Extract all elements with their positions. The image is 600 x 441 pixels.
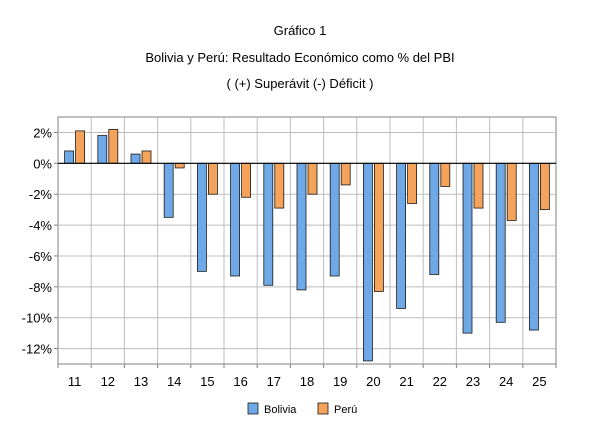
y-tick-label: 0%	[33, 156, 52, 171]
bar-per-23	[473, 162, 484, 209]
x-tick-label: 14	[167, 374, 181, 389]
x-tick-label: 15	[200, 374, 214, 389]
x-tick-label: 13	[134, 374, 148, 389]
bar-bolivia-12	[97, 135, 108, 164]
legend-label: Bolivia	[264, 404, 297, 416]
bar-per-15	[207, 162, 218, 195]
bar-per-17	[274, 162, 285, 209]
y-tick-label: -12%	[22, 342, 53, 357]
bar-bolivia-14	[163, 162, 174, 218]
bar-bolivia-11	[64, 150, 74, 164]
bar-per-14	[174, 162, 185, 169]
bar-per-13	[141, 150, 152, 164]
bar-per-18	[307, 162, 318, 195]
x-tick-label: 21	[399, 374, 413, 389]
bar-per-25	[540, 162, 550, 211]
bar-per-20	[373, 162, 384, 292]
y-tick-label: -4%	[29, 218, 53, 233]
x-tick-label: 16	[233, 374, 247, 389]
x-tick-label: 12	[101, 374, 115, 389]
bar-per-22	[440, 162, 451, 187]
legend-swatch-per	[317, 402, 329, 415]
bar-bolivia-24	[495, 162, 506, 323]
y-tick-label: -6%	[29, 249, 53, 264]
x-tick-label: 20	[366, 374, 380, 389]
x-tick-label: 19	[333, 374, 347, 389]
chart-subtitle: Bolivia y Perú: Resultado Económico como…	[145, 50, 455, 65]
legend-label: Perú	[334, 404, 357, 416]
legend-swatch-bolivia	[247, 402, 259, 415]
bar-per-24	[506, 162, 517, 221]
bar-per-21	[407, 162, 418, 204]
x-tick-label: 17	[267, 374, 281, 389]
bar-bolivia-19	[329, 162, 340, 277]
y-tick-label: 2%	[33, 125, 52, 140]
bar-bolivia-25	[529, 162, 539, 331]
chart-note: ( (+) Superávit (-) Déficit )	[226, 76, 374, 91]
bar-bolivia-21	[396, 162, 407, 309]
x-tick-label: 25	[532, 374, 546, 389]
x-tick-label: 24	[499, 374, 513, 389]
bar-bolivia-13	[130, 153, 141, 164]
x-tick-label: 18	[300, 374, 314, 389]
y-tick-label: -10%	[22, 311, 53, 326]
y-tick-label: -8%	[29, 280, 53, 295]
bar-per-11	[75, 130, 85, 164]
x-tick-label: 23	[466, 374, 480, 389]
bar-bolivia-17	[263, 162, 274, 286]
bar-per-16	[241, 162, 252, 198]
bar-bolivia-23	[462, 162, 473, 334]
x-tick-label: 11	[68, 374, 82, 389]
y-tick-label: -2%	[29, 187, 53, 202]
bar-bolivia-20	[362, 162, 373, 362]
bar-bolivia-18	[296, 162, 307, 291]
bar-bolivia-16	[230, 162, 241, 277]
bar-bolivia-15	[196, 162, 207, 272]
chart-title: Gráfico 1	[273, 23, 327, 38]
plot-frame	[57, 116, 557, 365]
bar-bolivia-22	[429, 162, 440, 275]
bar-per-12	[108, 128, 119, 164]
bar-per-19	[340, 162, 351, 186]
x-tick-label: 22	[433, 374, 447, 389]
